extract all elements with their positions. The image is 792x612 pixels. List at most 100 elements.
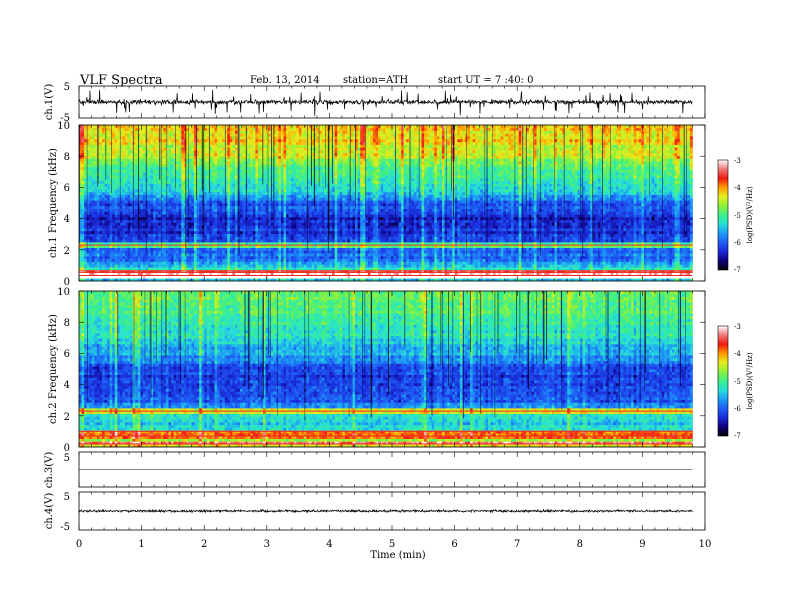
spectrogram-cell	[255, 236, 258, 239]
spectrogram-cell	[138, 259, 141, 262]
spectrogram-cell	[406, 228, 409, 231]
spectrogram-cell	[227, 259, 230, 262]
spectrogram-cell	[340, 264, 343, 267]
spectrogram-cell	[197, 262, 200, 265]
spectrogram-cell	[560, 248, 563, 251]
spectrogram-cell	[176, 259, 179, 262]
spectrogram-cell	[258, 236, 261, 239]
spectrogram-cell	[120, 228, 123, 231]
spectrogram-cell	[335, 234, 338, 237]
spectrogram-cell	[636, 228, 639, 231]
spectrogram-cell	[222, 259, 225, 262]
spectrogram-cell	[557, 250, 560, 253]
spectrogram-cell	[483, 264, 486, 267]
spectrogram-cell	[245, 253, 248, 256]
spectrogram-cell	[600, 250, 603, 253]
spectrogram-cell	[529, 236, 532, 239]
spectrogram-cell	[445, 231, 448, 234]
spectrogram-cell	[452, 225, 455, 228]
spectrogram-cell	[140, 259, 143, 262]
spectrogram-cell	[572, 264, 575, 267]
spectrogram-cell	[552, 231, 555, 234]
spectrogram-cell	[324, 256, 327, 259]
spectrogram-cell	[687, 231, 690, 234]
spectrogram-cell	[519, 256, 522, 259]
spectrogram-cell	[590, 250, 593, 253]
spectrogram-cell	[473, 225, 476, 228]
spectrogram-cell	[649, 264, 652, 267]
spectrogram-cell	[537, 225, 540, 228]
spectrogram-cell	[572, 262, 575, 265]
spectrogram-cell	[524, 234, 527, 237]
spectrogram-cell	[529, 248, 532, 251]
spectrogram-cell	[649, 253, 652, 256]
spectrogram-cell	[184, 236, 187, 239]
spectrogram-cell	[570, 225, 573, 228]
spectrogram-cell	[611, 248, 614, 251]
spectrogram-cell	[508, 250, 511, 253]
spectrogram-cell	[307, 250, 310, 253]
spectrogram-cell	[381, 234, 384, 237]
spectrogram-cell	[452, 236, 455, 239]
spectrogram-cell	[450, 267, 453, 270]
spectrogram-cell	[552, 253, 555, 256]
spectrogram-cell	[427, 250, 430, 253]
spectrogram-cell	[294, 236, 297, 239]
spectrogram-cell	[337, 225, 340, 228]
spectrogram-cell	[319, 231, 322, 234]
spectrogram-cell	[89, 253, 92, 256]
spectrogram-cell	[212, 264, 215, 267]
spectrogram-cell	[350, 262, 353, 265]
spectrogram-cell	[593, 267, 596, 270]
spectrogram-cell	[102, 223, 105, 226]
spectrogram-cell	[411, 228, 414, 231]
spectrogram-cell	[99, 234, 102, 237]
spectrogram-cell	[370, 262, 373, 265]
spectrogram-cell	[128, 236, 131, 239]
spectrogram-cell	[220, 231, 223, 234]
spectrogram-cell	[544, 267, 547, 270]
spectrogram-cell	[153, 262, 156, 265]
spectrogram-cell	[373, 228, 376, 231]
spectrogram-cell	[488, 267, 491, 270]
spectrogram-cell	[626, 248, 629, 251]
spectrogram-cell	[373, 234, 376, 237]
spectrogram-cell	[294, 248, 297, 251]
spectrogram-cell	[409, 256, 412, 259]
spectrogram-cell	[266, 236, 269, 239]
spectrogram-cell	[613, 259, 616, 262]
spectrogram-cell	[347, 225, 350, 228]
spectrogram-cell	[283, 225, 286, 228]
spectrogram-cell	[110, 239, 113, 242]
spectrogram-cell	[455, 228, 458, 231]
spectrogram-cell	[537, 248, 540, 251]
spectrogram-cell	[414, 256, 417, 259]
spectrogram-cell	[368, 256, 371, 259]
spectrogram-cell	[286, 236, 289, 239]
spectrogram-cell	[411, 259, 414, 262]
spectrogram-cell	[419, 248, 422, 251]
spectrogram-cell	[416, 239, 419, 242]
spectrogram-cell	[289, 236, 292, 239]
spectrogram-cell	[220, 259, 223, 262]
spectrogram-cell	[450, 248, 453, 251]
spectrogram-cell	[631, 239, 634, 242]
spectrogram-cell	[544, 228, 547, 231]
spectrogram-cell	[212, 223, 215, 226]
spectrogram-cell	[396, 236, 399, 239]
spectrogram-cell	[452, 262, 455, 265]
spectrogram-cell	[565, 259, 568, 262]
spectrogram-cell	[130, 250, 133, 253]
spectrogram-cell	[243, 256, 246, 259]
spectrogram-cell	[677, 231, 680, 234]
spectrogram-cell	[342, 248, 345, 251]
spectrogram-cell	[248, 231, 251, 234]
spectrogram-cell	[181, 225, 184, 228]
spectrogram-cell	[672, 262, 675, 265]
spectrogram-cell	[317, 264, 320, 267]
spectrogram-cell	[516, 250, 519, 253]
spectrogram-cell	[506, 267, 509, 270]
spectrogram-cell	[590, 253, 593, 256]
spectrogram-cell	[659, 234, 662, 237]
spectrogram-cell	[376, 228, 379, 231]
